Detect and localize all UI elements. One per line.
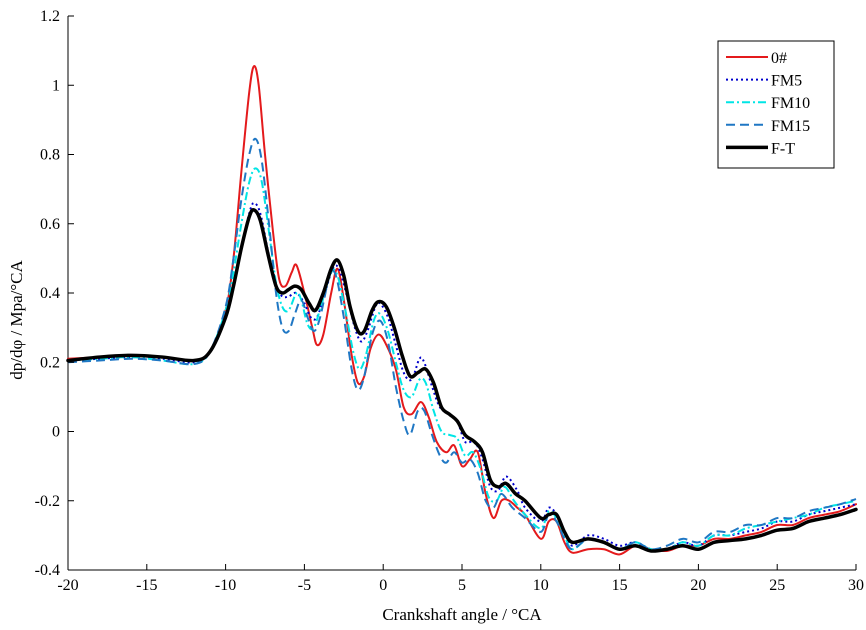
plot-series — [66, 65, 858, 556]
legend-label-3: FM15 — [771, 118, 810, 135]
x-tick-label: 5 — [458, 577, 466, 594]
x-axis-label: Crankshaft angle / °CA — [382, 605, 542, 624]
x-tick-label: -20 — [57, 577, 78, 594]
y-tick-label: 0.8 — [40, 147, 60, 164]
series-line-4 — [66, 208, 858, 553]
y-tick-label: -0.4 — [35, 562, 60, 579]
legend-label-0: 0# — [771, 50, 787, 67]
x-tick-label: 20 — [690, 577, 706, 594]
y-tick-label: 0.2 — [40, 354, 60, 371]
x-tick-label: 30 — [848, 577, 864, 594]
y-tick-label: -0.2 — [35, 493, 60, 510]
x-tick-label: -10 — [215, 577, 236, 594]
series-line-2 — [67, 167, 857, 552]
y-tick-label: 1.2 — [40, 8, 60, 25]
series-line-3 — [67, 137, 857, 551]
y-tick-label: 0 — [52, 424, 60, 441]
legend: 0# FM5 FM10 FM15 F-T — [717, 40, 835, 169]
x-tick-label: -5 — [298, 577, 311, 594]
y-tick-label: 1 — [52, 77, 60, 94]
x-tick-label: -15 — [136, 577, 157, 594]
x-tick-label: 25 — [769, 577, 785, 594]
axis-ticks: -20 -15 -10 -5 0 5 10 15 20 25 30 -0.4 -0.2 0 0.2 0.4 0.… — [35, 8, 864, 594]
y-axis-label: dp/dφ / Mpa/°CA — [7, 260, 26, 380]
x-tick-label: 15 — [612, 577, 628, 594]
x-tick-label: 0 — [379, 577, 387, 594]
legend-label-1: FM5 — [771, 73, 802, 90]
y-tick-label: 0.4 — [40, 285, 60, 302]
series-line-1 — [67, 201, 857, 552]
x-tick-label: 10 — [533, 577, 549, 594]
legend-label-4: F-T — [771, 140, 795, 157]
y-tick-label: 0.6 — [40, 216, 60, 233]
legend-label-2: FM10 — [771, 95, 810, 112]
